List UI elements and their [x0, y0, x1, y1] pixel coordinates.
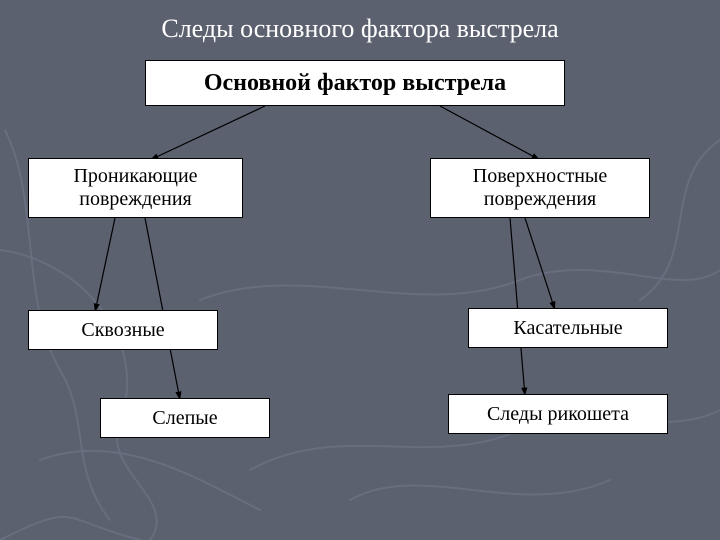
- node-r1-label: Касательные: [513, 317, 622, 340]
- node-root-label: Основной фактор выстрела: [204, 70, 506, 97]
- node-right: Поверхностные повреждения: [430, 158, 650, 218]
- node-l2-label: Слепые: [152, 407, 217, 430]
- node-r2-label: Следы рикошета: [487, 403, 629, 426]
- node-l2: Слепые: [100, 398, 270, 438]
- node-l1-label: Сквозные: [81, 319, 164, 342]
- slide-title-text: Следы основного фактора выстрела: [161, 14, 558, 43]
- node-l1: Сквозные: [28, 310, 218, 350]
- slide-title: Следы основного фактора выстрела: [0, 14, 720, 44]
- node-left-label: Проникающие повреждения: [37, 165, 234, 211]
- node-root: Основной фактор выстрела: [145, 60, 565, 106]
- node-right-label: Поверхностные повреждения: [439, 165, 641, 211]
- node-r1: Касательные: [468, 308, 668, 348]
- node-r2: Следы рикошета: [448, 394, 668, 434]
- node-left: Проникающие повреждения: [28, 158, 243, 218]
